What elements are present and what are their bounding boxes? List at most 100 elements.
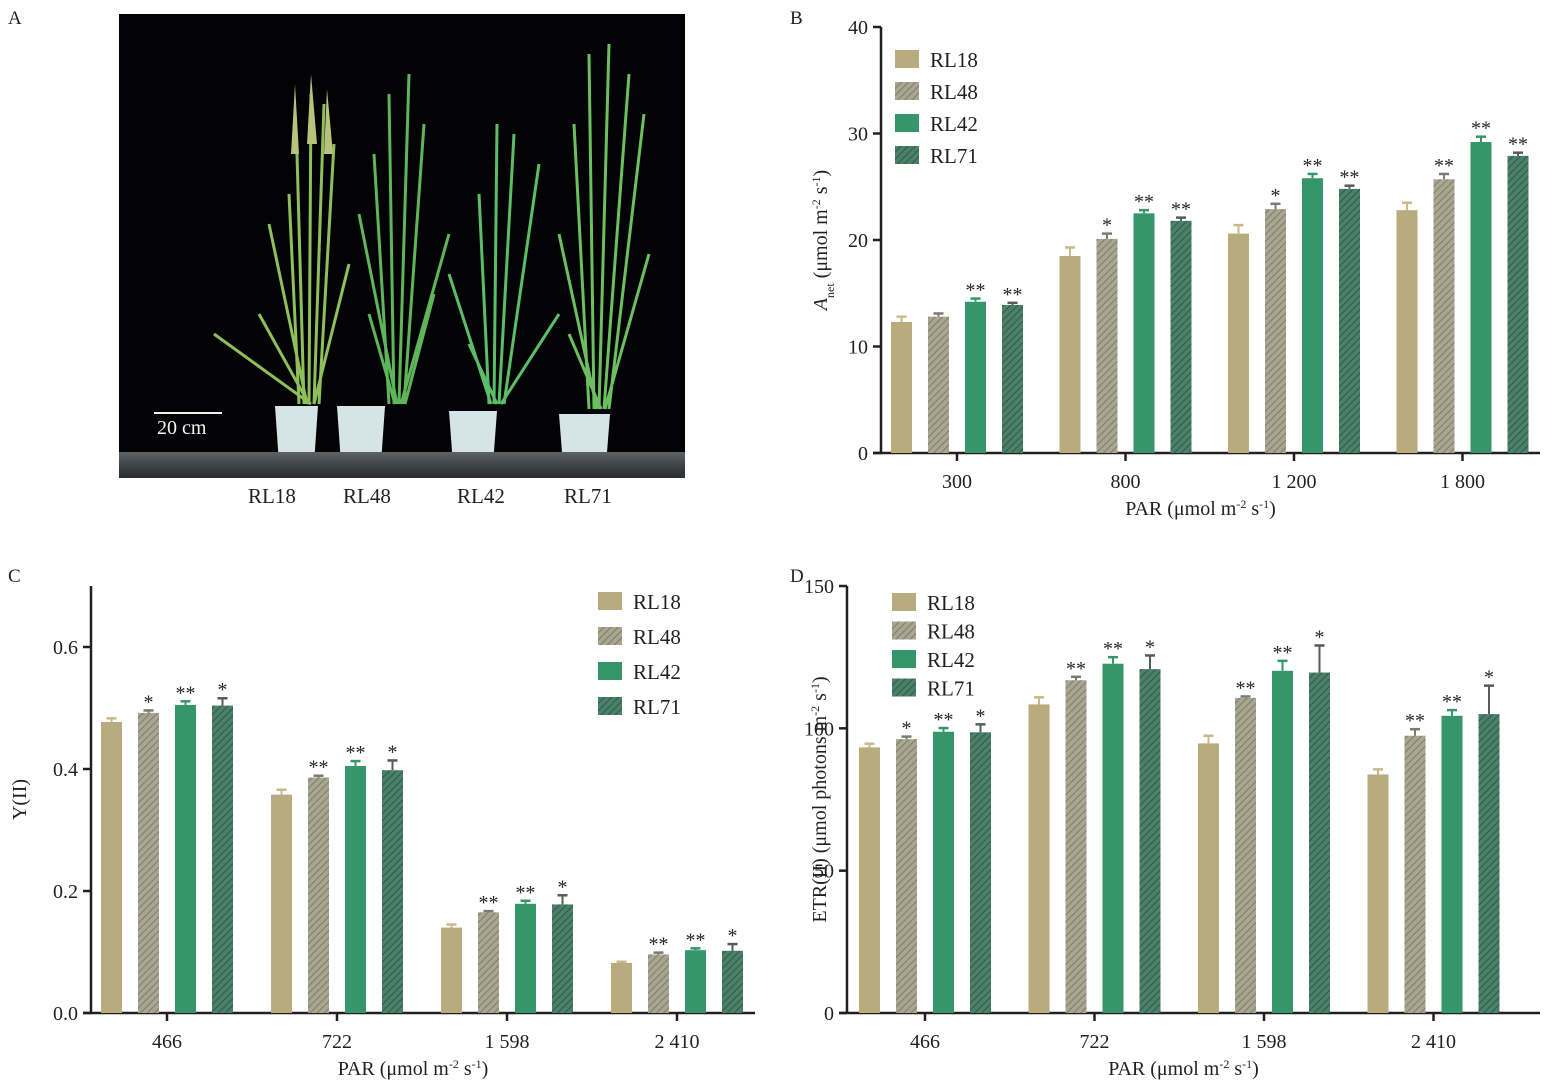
bar-rl71 — [1002, 304, 1023, 453]
significance-marker: * — [218, 679, 228, 701]
x-tick-label: 466 — [910, 1031, 940, 1053]
bar-rl48 — [1433, 179, 1455, 454]
significance-marker: ** — [516, 882, 536, 904]
significance-marker: ** — [1434, 155, 1454, 177]
legend-label-rl71: RL71 — [930, 144, 978, 168]
bar-rl42 — [515, 903, 536, 1013]
plant-rl71 — [557, 43, 651, 410]
y-tick-label: 0.2 — [53, 881, 78, 903]
x-tick-label: 722 — [1080, 1031, 1110, 1053]
bar-rl71 — [1170, 220, 1192, 453]
scale-bar-label: 20 cm — [157, 417, 207, 439]
bar-rl71 — [1339, 188, 1360, 453]
x-tick-label: 722 — [322, 1031, 352, 1053]
bar-rl42 — [685, 950, 706, 1013]
bar-rl18 — [611, 962, 632, 1013]
bar-rl18 — [1028, 704, 1050, 1013]
bar-rl71 — [1478, 714, 1500, 1013]
bar-rl42 — [965, 301, 986, 453]
plant-rl42 — [447, 123, 561, 405]
significance-marker: ** — [1171, 199, 1191, 221]
significance-marker: ** — [686, 929, 706, 951]
legend-label-rl42: RL42 — [633, 660, 681, 684]
plant-label-rl18: RL18 — [248, 484, 296, 508]
bar-rl42 — [1441, 715, 1463, 1013]
legend-swatch-rl42 — [892, 650, 916, 668]
y-tick-label: 40 — [848, 17, 868, 39]
y-tick-label: 10 — [848, 337, 868, 359]
bar-rl18 — [271, 794, 292, 1013]
bar-rl42 — [175, 704, 196, 1013]
legend-label-rl42: RL42 — [930, 112, 978, 136]
legend-swatch-rl18 — [892, 593, 916, 611]
legend: RL18 RL48 RL42 RL71 — [598, 590, 681, 719]
legend-label-rl71: RL71 — [633, 695, 681, 719]
bar-rl18 — [1396, 210, 1418, 453]
legend-label-rl48: RL48 — [930, 80, 978, 104]
bar-rl48 — [1235, 697, 1256, 1013]
significance-marker: ** — [1340, 167, 1360, 189]
panel-label-b: B — [790, 8, 803, 29]
legend-label-rl18: RL18 — [633, 590, 681, 614]
bar-rl18 — [1198, 743, 1219, 1013]
bar-rl42 — [1102, 663, 1124, 1013]
x-tick-label: 1 598 — [485, 1031, 530, 1053]
bar-rl42 — [345, 765, 366, 1013]
significance-marker: * — [388, 741, 398, 763]
significance-marker: * — [558, 876, 568, 898]
x-tick-label: 1 598 — [1242, 1031, 1287, 1053]
bar-rl42 — [933, 731, 954, 1013]
bar-rl18 — [859, 747, 880, 1013]
legend-swatch-rl18 — [598, 592, 622, 610]
y-tick-label: 0.6 — [53, 637, 78, 659]
y-tick-label: 100 — [804, 718, 834, 740]
bar-rl48 — [1404, 735, 1426, 1013]
x-tick-label: 466 — [152, 1031, 182, 1053]
bar-rl18 — [441, 927, 462, 1013]
y-tick-label: 0.0 — [53, 1003, 78, 1025]
significance-marker: * — [144, 691, 154, 713]
significance-marker: * — [1315, 626, 1325, 648]
plant-rl48 — [357, 73, 451, 405]
significance-marker: ** — [1442, 691, 1462, 713]
bar-rl48 — [1065, 680, 1087, 1013]
significance-marker: ** — [1066, 658, 1086, 680]
legend-swatch-rl42 — [895, 114, 919, 132]
bar-rl48 — [648, 954, 669, 1013]
bar-rl71 — [1309, 672, 1330, 1013]
y-axis-label: Anet (μmol m-2 s-1) — [809, 170, 837, 312]
bar-rl71 — [382, 770, 403, 1013]
legend-swatch-rl48 — [895, 82, 919, 100]
panel-label-a: A — [8, 8, 22, 29]
plant-label-rl48: RL48 — [343, 484, 391, 508]
significance-marker: ** — [1103, 638, 1123, 660]
bar-rl18 — [1228, 233, 1249, 453]
y-axis-label: Y(II) — [9, 779, 31, 820]
significance-marker: ** — [346, 742, 366, 764]
bar-rl18 — [101, 722, 122, 1013]
x-tick-label: 2 410 — [1411, 1031, 1456, 1053]
legend: RL18 RL48 RL42 RL71 — [895, 48, 978, 168]
bar-rl48 — [1096, 238, 1118, 453]
legend: RL18 RL48 RL42 RL71 — [892, 591, 975, 701]
plant-rl18 — [213, 74, 351, 406]
bar-rl18 — [1367, 774, 1389, 1013]
panel-label-d: D — [790, 566, 804, 587]
bar-rl48 — [1265, 209, 1286, 453]
legend-swatch-rl42 — [598, 662, 622, 680]
x-tick-label: 2 410 — [655, 1031, 700, 1053]
significance-marker: * — [728, 925, 738, 947]
bar-rl48 — [896, 739, 917, 1013]
bar-rl42 — [1302, 178, 1323, 454]
significance-marker: ** — [479, 892, 499, 914]
legend-label-rl71: RL71 — [927, 677, 975, 701]
x-axis-label: PAR (μmol m-2 s-1) — [1108, 1057, 1259, 1080]
significance-marker: ** — [934, 709, 954, 731]
bar-rl71 — [722, 950, 743, 1013]
significance-marker: * — [976, 705, 986, 727]
bar-rl48 — [308, 777, 329, 1013]
legend-label-rl48: RL48 — [633, 625, 681, 649]
